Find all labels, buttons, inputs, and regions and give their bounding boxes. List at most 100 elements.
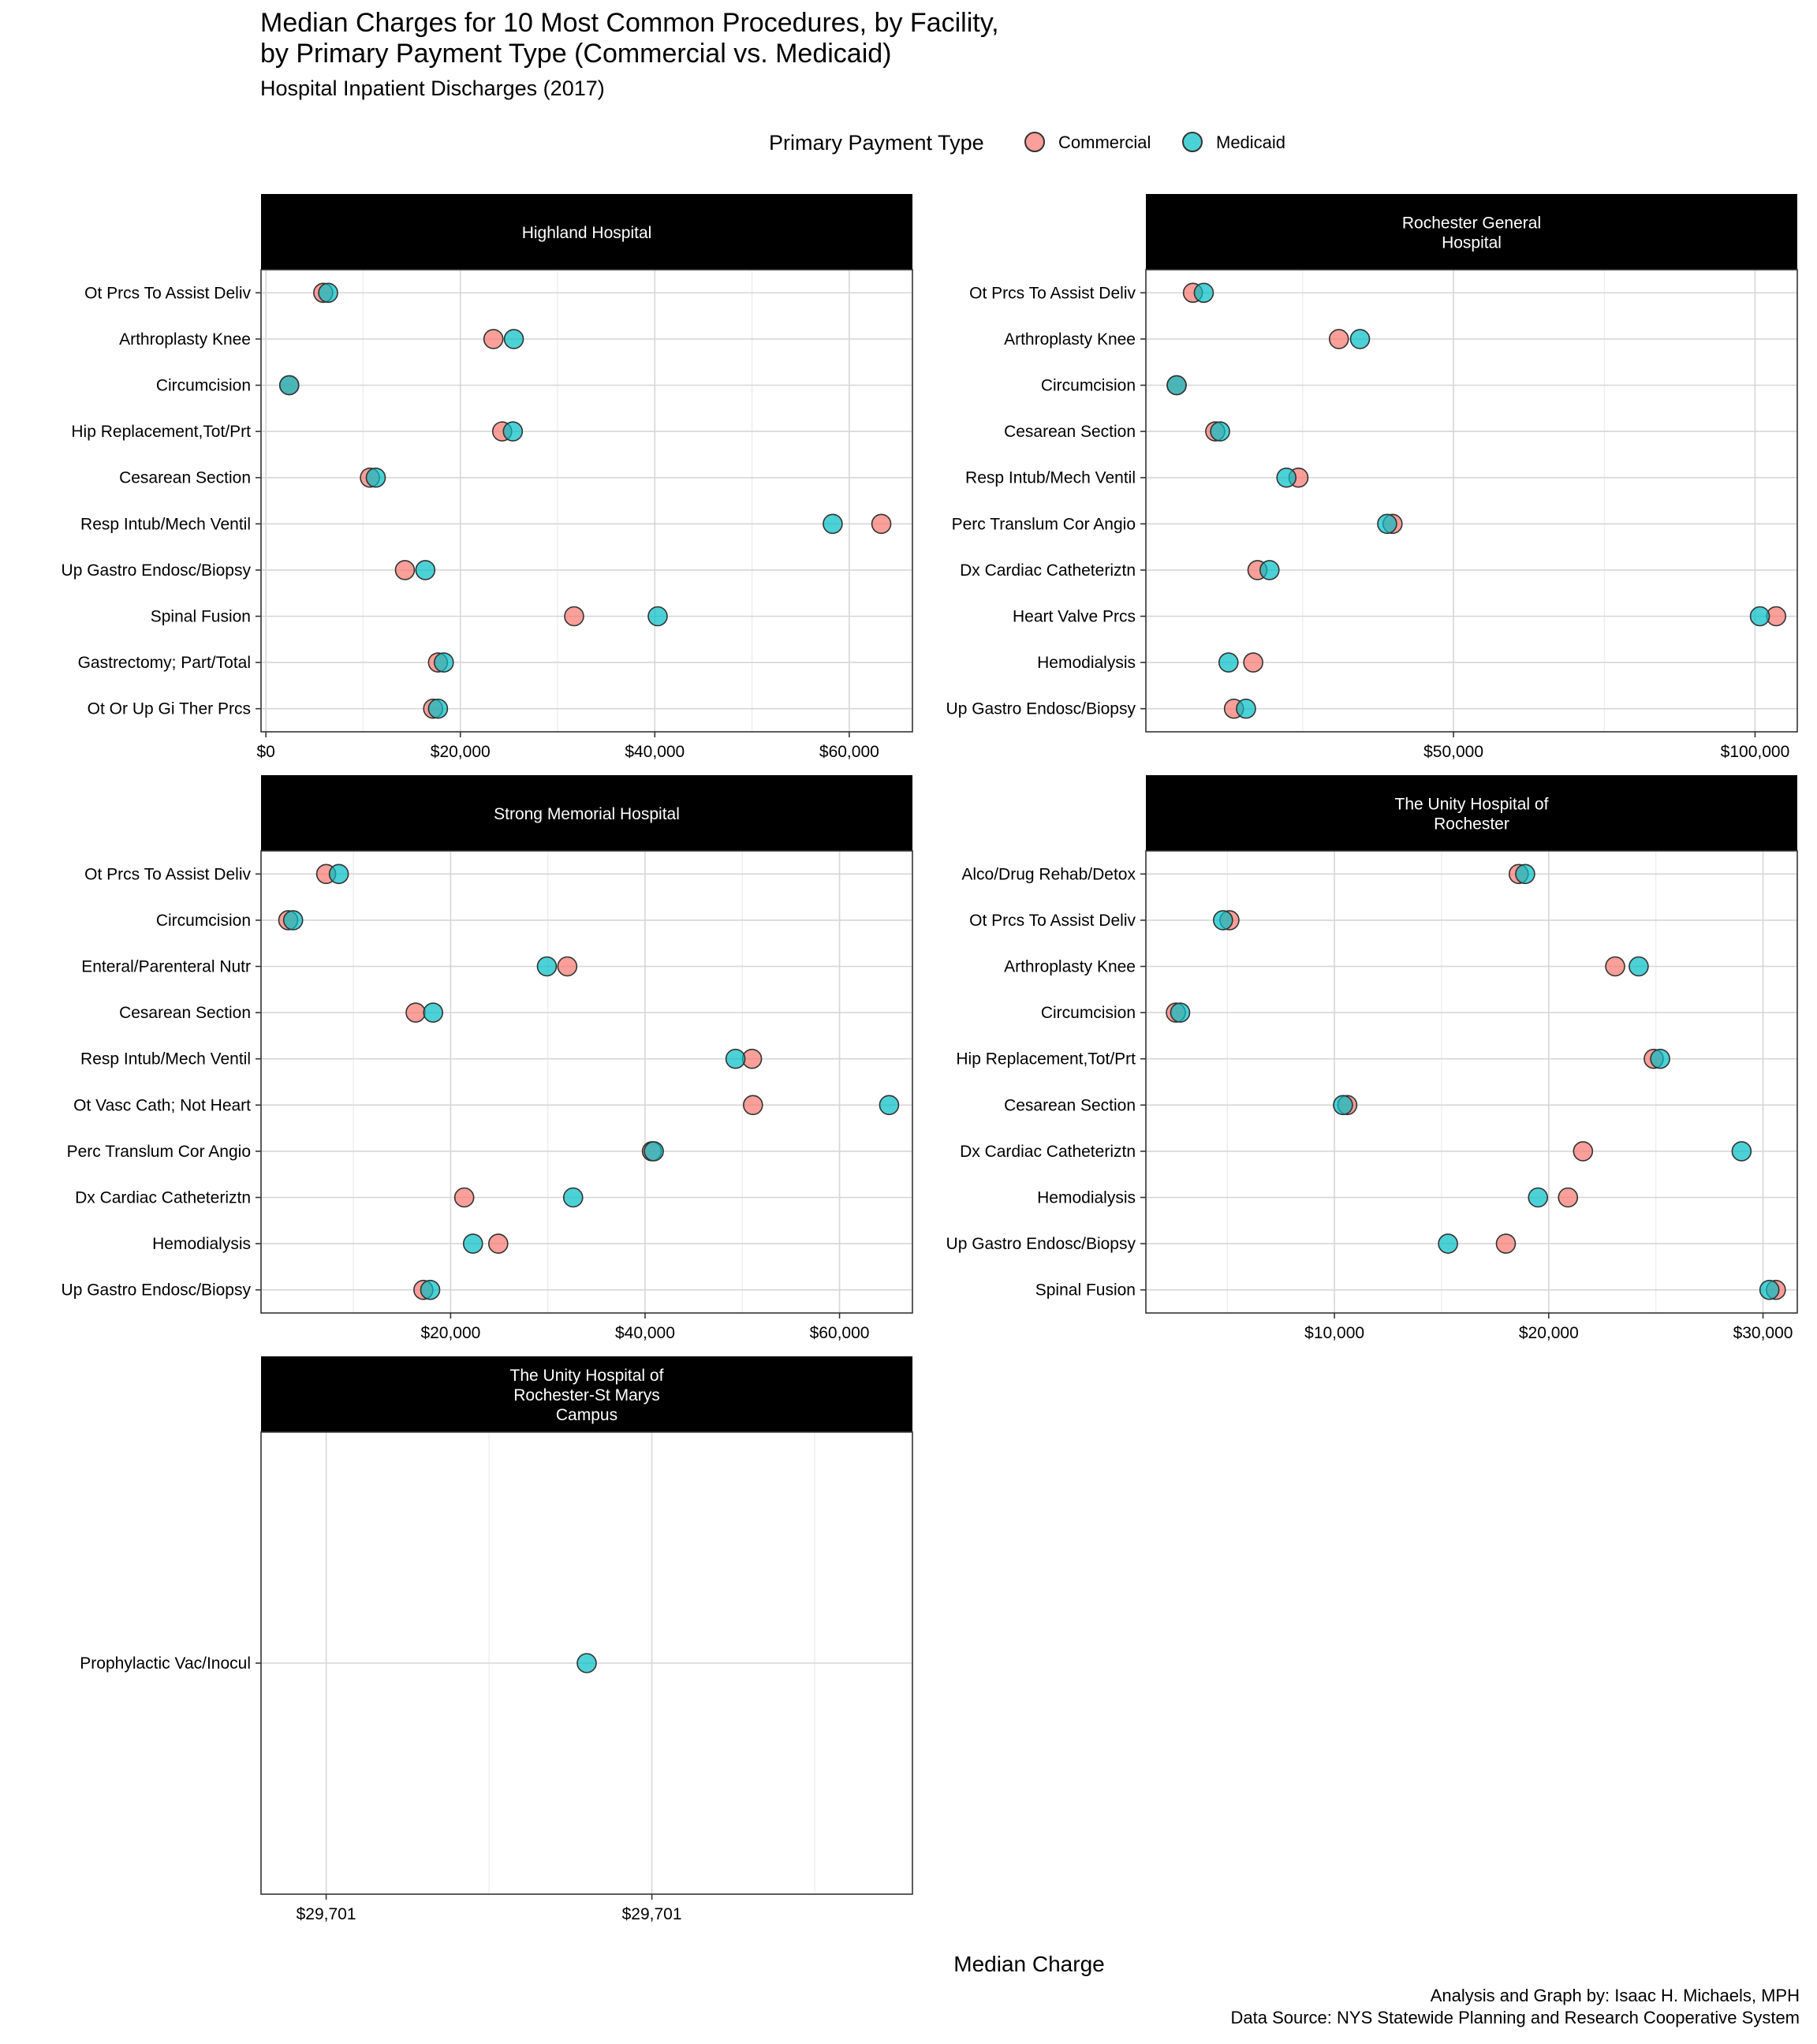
data-point-commercial [1605, 956, 1625, 977]
data-point-medicaid [423, 1002, 444, 1023]
y-tick-label: Up Gastro Endosc/Biopsy [62, 1281, 252, 1300]
x-tick-label: $50,000 [1423, 743, 1483, 761]
x-tick-label: $29,701 [297, 1905, 356, 1923]
chart-title-line-1: Median Charges for 10 Most Common Proced… [260, 8, 999, 38]
data-point-commercial [1495, 1233, 1517, 1254]
facet-strip [261, 1356, 912, 1432]
data-point-medicaid [576, 1653, 597, 1673]
data-point-commercial [1558, 1187, 1579, 1208]
y-tick-label: Cesarean Section [119, 469, 251, 487]
y-tick-label: Circumcision [1041, 1004, 1136, 1022]
facet-panels: Highland Hospital Ot Prcs To Assist Deliv… [62, 194, 1798, 1923]
chart-title-line-2: by Primary Payment Type (Commercial vs. … [260, 39, 891, 69]
y-tick-label: Hip Replacement,Tot/Prt [956, 1050, 1136, 1069]
data-point-medicaid [1276, 467, 1297, 488]
data-point-medicaid [282, 910, 304, 931]
y-tick-label: Hemodialysis [1037, 1189, 1136, 1207]
data-point-medicaid [536, 956, 558, 977]
data-point-medicaid [1213, 910, 1233, 931]
data-point-medicaid [1438, 1233, 1458, 1254]
y-tick-label: Hemodialysis [1037, 654, 1136, 672]
data-point-commercial [1243, 652, 1263, 673]
y-tick-label: Perc Translum Cor Angio [952, 515, 1136, 533]
y-tick-label: Cesarean Section [1004, 423, 1136, 441]
data-point-medicaid [879, 1095, 900, 1116]
y-tick-label: Heart Valve Prcs [1013, 608, 1136, 626]
data-point-medicaid [420, 1279, 441, 1300]
facet-strip [1146, 775, 1797, 851]
x-tick-label: $20,000 [431, 743, 491, 761]
data-point-medicaid [1377, 513, 1397, 535]
x-axis-label: Median Charge [953, 1952, 1104, 1976]
facet-strip-label: Rochester [1434, 815, 1509, 834]
y-tick-label: Arthroplasty Knee [1004, 958, 1136, 976]
data-point-medicaid [328, 863, 349, 885]
data-point-medicaid [503, 329, 524, 349]
panel-border [260, 269, 913, 733]
data-point-medicaid [502, 421, 524, 442]
data-point-commercial [488, 1233, 509, 1254]
data-point-medicaid [1749, 606, 1770, 627]
data-point-commercial [394, 560, 416, 580]
data-point-commercial [564, 606, 584, 627]
data-point-commercial [743, 1095, 763, 1116]
chart-subtitle: Hospital Inpatient Discharges (2017) [260, 76, 605, 100]
y-tick-label: Dx Cardiac Catheteriztn [75, 1189, 251, 1207]
y-tick-label: Hip Replacement,Tot/Prt [71, 423, 251, 441]
data-point-commercial [453, 1187, 475, 1208]
y-tick-label: Circumcision [1041, 377, 1136, 395]
data-point-medicaid [562, 1187, 584, 1208]
y-tick-label: Up Gastro Endosc/Biopsy [946, 1235, 1136, 1253]
y-tick-label: Ot Prcs To Assist Deliv [969, 912, 1136, 930]
legend-label-medicaid: Medicaid [1216, 132, 1285, 152]
data-point-medicaid [1259, 560, 1280, 580]
y-tick-label: Resp Intub/Mech Ventil [80, 1050, 251, 1069]
x-tick-label: $20,000 [420, 1324, 480, 1342]
y-tick-label: Dx Cardiac Catheteriztn [960, 561, 1136, 580]
data-point-medicaid [433, 652, 454, 673]
y-tick-label: Dx Cardiac Catheteriztn [960, 1143, 1136, 1161]
legend: Primary Payment Type Commercial Medicaid [769, 131, 1285, 155]
y-tick-label: Perc Translum Cor Angio [67, 1143, 251, 1161]
data-point-medicaid [1166, 375, 1187, 396]
data-point-medicaid [462, 1233, 483, 1254]
data-point-commercial [1328, 329, 1349, 349]
legend-key-commercial [1024, 132, 1045, 152]
x-tick-label: $0 [256, 743, 274, 761]
data-point-medicaid [1759, 1279, 1780, 1300]
data-point-medicaid [1629, 956, 1649, 977]
facet-strip-label: Hospital [1442, 234, 1502, 252]
data-point-medicaid [1170, 1002, 1191, 1023]
x-tick-label: $60,000 [810, 1324, 870, 1342]
facet-strip-label: Rochester-St Marys [513, 1386, 660, 1404]
facet-panel: Highland Hospital Ot Prcs To Assist Deliv… [62, 194, 913, 761]
facet-strip-label: Rochester General [1402, 214, 1541, 233]
facet-strip [1146, 194, 1797, 270]
data-point-medicaid [1731, 1141, 1752, 1162]
facet-strip [261, 194, 912, 270]
y-tick-label: Spinal Fusion [151, 608, 251, 626]
panel-border [1145, 850, 1798, 1314]
data-point-commercial [405, 1002, 426, 1023]
x-tick-label: $40,000 [625, 743, 685, 761]
data-point-medicaid [1236, 698, 1256, 719]
y-tick-label: Circumcision [156, 912, 251, 930]
data-point-medicaid [1333, 1095, 1353, 1116]
data-point-medicaid [1218, 652, 1239, 673]
data-point-medicaid [427, 698, 449, 719]
legend-key-medicaid [1182, 132, 1203, 152]
legend-label-commercial: Commercial [1058, 132, 1151, 152]
facet-strip-label: Highland Hospital [522, 224, 652, 242]
y-tick-label: Circumcision [156, 377, 251, 395]
y-tick-label: Ot Prcs To Assist Deliv [84, 284, 251, 302]
caption-line-1: Analysis and Graph by: Isaac H. Michaels… [1431, 1986, 1800, 2005]
y-tick-label: Resp Intub/Mech Ventil [965, 469, 1136, 487]
y-tick-label: Arthroplasty Knee [1004, 330, 1136, 349]
y-tick-label: Up Gastro Endosc/Biopsy [946, 700, 1136, 718]
y-tick-label: Cesarean Section [1004, 1096, 1136, 1114]
data-point-medicaid [647, 606, 668, 627]
data-point-medicaid [644, 1141, 664, 1162]
